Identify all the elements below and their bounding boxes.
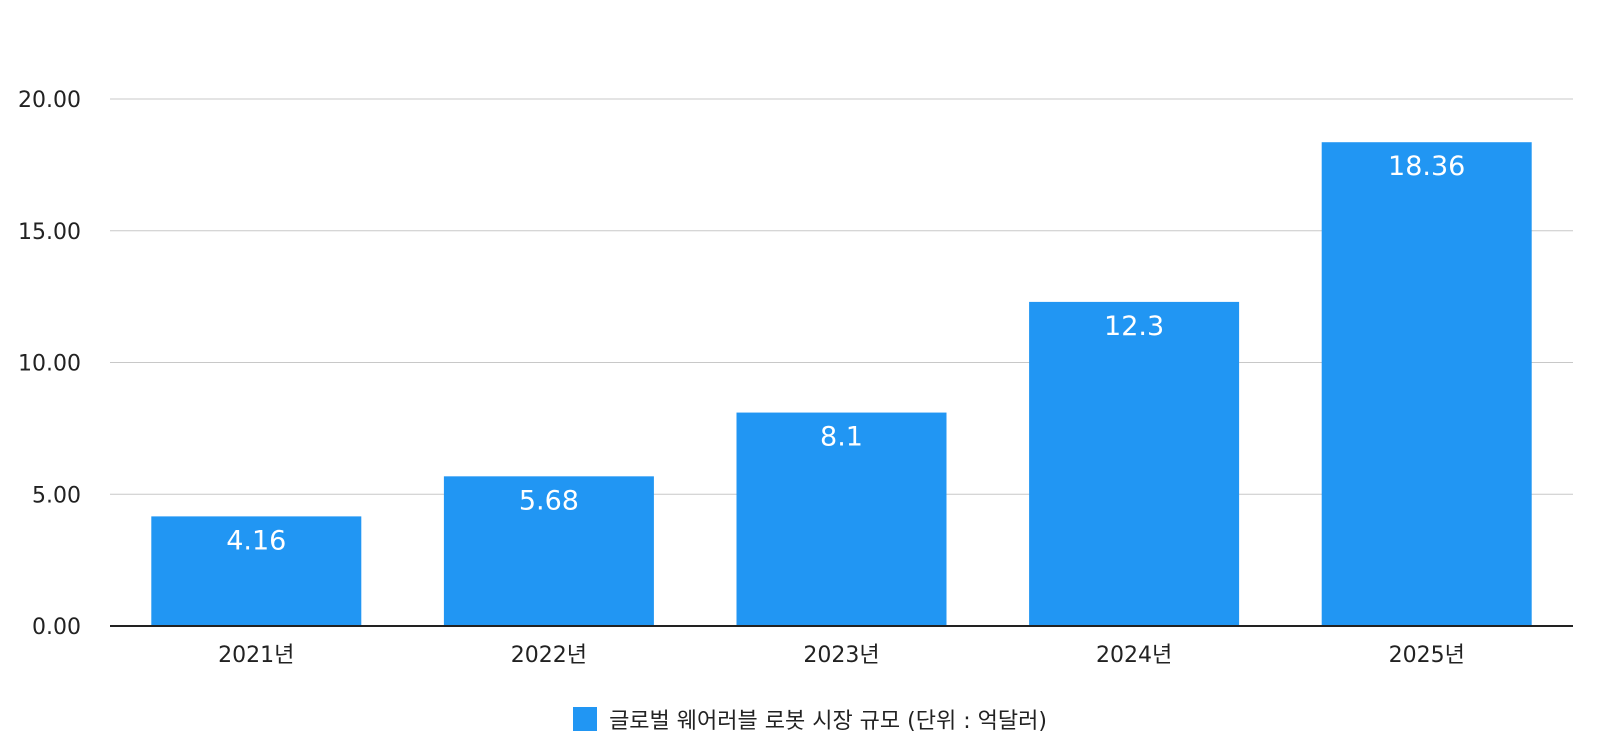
data-label: 8.1: [820, 422, 863, 453]
y-tick-label: 20.00: [18, 88, 81, 113]
bar: [1029, 301, 1240, 626]
legend-swatch: [573, 707, 598, 731]
y-axis-ticks: 0.00 5.00 10.00 15.00 20.00: [18, 88, 81, 640]
data-labels: 4.16 5.68 8.1 12.3 18.36: [226, 151, 1465, 556]
x-tick-label: 2021년: [218, 643, 294, 668]
bars: [151, 142, 1532, 627]
bar: [443, 476, 654, 626]
x-tick-label: 2022년: [511, 643, 587, 668]
y-tick-label: 5.00: [32, 483, 81, 508]
y-tick-label: 0.00: [32, 615, 81, 640]
data-label: 18.36: [1388, 151, 1465, 182]
data-label: 5.68: [519, 485, 579, 516]
x-tick-label: 2023년: [803, 643, 879, 668]
legend: 글로벌 웨어러블 로봇 시장 규모 (단위 : 억달러): [0, 703, 1620, 735]
y-tick-label: 15.00: [18, 220, 81, 245]
x-tick-label: 2024년: [1096, 643, 1172, 668]
bar: [736, 412, 947, 626]
x-axis-ticks: 2021년 2022년 2023년 2024년 2025년: [218, 643, 1465, 668]
bar: [151, 516, 362, 626]
x-tick-label: 2025년: [1389, 643, 1465, 668]
bar: [1321, 142, 1532, 627]
data-label: 4.16: [226, 525, 286, 556]
data-label: 12.3: [1104, 311, 1164, 342]
legend-label: 글로벌 웨어러블 로봇 시장 규모 (단위 : 억달러): [609, 709, 1047, 734]
y-tick-label: 10.00: [18, 352, 81, 377]
